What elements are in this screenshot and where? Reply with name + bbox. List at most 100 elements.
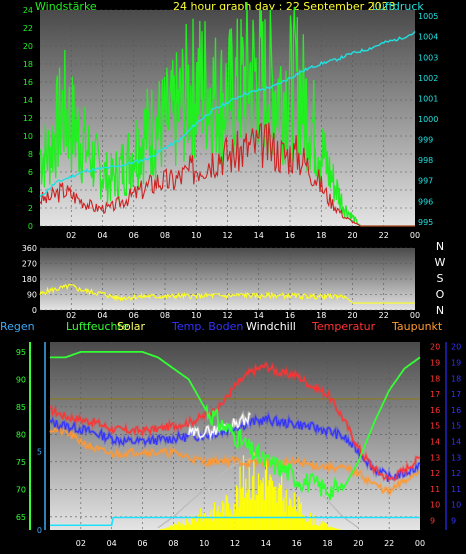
y-tick-label: 75 xyxy=(16,458,26,467)
x-tick-label: 06 xyxy=(129,311,139,320)
x-tick-label: 06 xyxy=(137,539,147,548)
dewpoint-line xyxy=(49,426,421,495)
y-tick-label: 270 xyxy=(22,260,37,269)
y-tick-label: 14 xyxy=(23,96,33,105)
soil-temp-tick-label: 9 xyxy=(451,517,456,526)
y-right-tick-label: 998 xyxy=(418,156,433,165)
x-tick-label: 12 xyxy=(222,231,232,240)
y-right-tick-label: 999 xyxy=(418,136,433,145)
x-tick-label: 14 xyxy=(254,311,264,320)
y-tick-label: 90 xyxy=(27,291,37,300)
rain-tick-label: 5 xyxy=(37,448,42,457)
x-tick-label: 20 xyxy=(353,539,363,548)
legend-taupunkt: Taupunkt xyxy=(392,320,443,333)
y-right-tick-label: 997 xyxy=(418,177,433,186)
y-tick-label: 24 xyxy=(23,6,33,15)
y-tick-label: 95 xyxy=(16,348,26,357)
legend-temperatur: Temperatur xyxy=(312,320,376,333)
y-tick-label: 85 xyxy=(16,403,26,412)
y-right-tick-label: 1003 xyxy=(418,53,438,62)
temperature-humidity-chart: 65 70 75 80 85 90 95 0 5 9 10 11 12 13 14 15 16 17 18 19 20 9… xyxy=(16,342,461,548)
temp-tick-label: 19 xyxy=(430,359,440,368)
compass-label: S xyxy=(437,272,444,285)
soil-temperature-line xyxy=(49,413,421,482)
wind-direction-chart: 0 90 180 270 360 02 04 06 08 10 12 14 16 18 20 22 00 N W… xyxy=(22,240,446,320)
soil-temp-tick-label: 13 xyxy=(451,453,461,462)
wind-speed-line xyxy=(39,2,415,227)
x-tick-label: 02 xyxy=(66,311,76,320)
y-tick-label: 90 xyxy=(16,375,26,384)
soil-temp-tick-label: 11 xyxy=(451,485,461,494)
x-tick-label: 10 xyxy=(191,311,201,320)
y-tick-label: 2 xyxy=(28,204,33,213)
legend-regen: Regen xyxy=(0,320,35,333)
x-tick-label: 04 xyxy=(97,231,107,240)
wind-gust-line xyxy=(39,122,415,227)
x-tick-label: 08 xyxy=(160,311,170,320)
x-tick-label: 06 xyxy=(129,231,139,240)
y-right-tick-label: 1000 xyxy=(418,115,438,124)
soil-temp-tick-label: 14 xyxy=(451,438,461,447)
wind-pressure-chart: 0246810121416182022249959969979989991000… xyxy=(23,2,438,240)
legend-windchill: Windchill xyxy=(246,320,296,333)
x-tick-label: 22 xyxy=(379,311,389,320)
y-tick-label: 360 xyxy=(22,244,37,253)
x-tick-label: 10 xyxy=(191,231,201,240)
soil-temp-tick-label: 18 xyxy=(451,374,461,383)
x-tick-label: 10 xyxy=(199,539,209,548)
y-tick-label: 4 xyxy=(28,186,33,195)
legend-temp-boden: Temp. Boden xyxy=(172,320,244,333)
temp-tick-label: 9 xyxy=(430,517,435,526)
x-tick-label: 00 xyxy=(415,539,425,548)
wind-direction-line xyxy=(39,283,415,304)
x-tick-label: 04 xyxy=(97,311,107,320)
temp-tick-label: 10 xyxy=(430,501,440,510)
temp-tick-label: 11 xyxy=(430,485,440,494)
x-tick-label: 12 xyxy=(222,311,232,320)
soil-temp-tick-label: 16 xyxy=(451,406,461,415)
x-tick-label: 04 xyxy=(107,539,117,548)
x-tick-label: 00 xyxy=(410,311,420,320)
x-tick-label: 22 xyxy=(384,539,394,548)
y-right-tick-label: 1005 xyxy=(418,12,438,21)
y-tick-label: 18 xyxy=(23,60,33,69)
x-tick-label: 08 xyxy=(168,539,178,548)
chart-title: 24 hour graph day : 22 September 2023 xyxy=(173,0,396,13)
temperature-line xyxy=(49,361,421,481)
temp-tick-label: 18 xyxy=(430,374,440,383)
soil-temp-tick-label: 20 xyxy=(451,343,461,352)
temp-tick-label: 20 xyxy=(430,343,440,352)
y-tick-label: 8 xyxy=(28,150,33,159)
soil-temp-tick-label: 17 xyxy=(451,390,461,399)
x-tick-label: 02 xyxy=(76,539,86,548)
x-tick-label: 16 xyxy=(292,539,302,548)
soil-temp-tick-label: 19 xyxy=(451,359,461,368)
y-tick-label: 20 xyxy=(23,42,33,51)
temp-tick-label: 13 xyxy=(430,453,440,462)
soil-temp-tick-label: 10 xyxy=(451,501,461,510)
soil-temp-tick-label: 12 xyxy=(451,469,461,478)
y-tick-label: 0 xyxy=(28,222,33,231)
y-right-tick-label: 1002 xyxy=(418,74,438,83)
rain-line xyxy=(50,516,420,527)
soil-temp-tick-label: 15 xyxy=(451,422,461,431)
y-tick-label: 12 xyxy=(23,114,33,123)
x-tick-label: 16 xyxy=(285,311,295,320)
temp-tick-label: 15 xyxy=(430,422,440,431)
y-tick-label: 16 xyxy=(23,78,33,87)
x-tick-label: 20 xyxy=(347,231,357,240)
x-tick-label: 18 xyxy=(322,539,332,548)
y-right-tick-label: 996 xyxy=(418,197,433,206)
y-right-tick-label: 1001 xyxy=(418,94,438,103)
legend-solar: Solar xyxy=(117,320,146,333)
y-tick-label: 10 xyxy=(23,132,33,141)
pressure-line xyxy=(39,30,416,198)
x-tick-label: 18 xyxy=(316,231,326,240)
x-tick-label: 18 xyxy=(316,311,326,320)
x-tick-label: 02 xyxy=(66,231,76,240)
x-tick-label: 12 xyxy=(230,539,240,548)
temp-tick-label: 16 xyxy=(430,406,440,415)
x-tick-label: 22 xyxy=(379,231,389,240)
temp-tick-label: 14 xyxy=(430,438,440,447)
rain-tick-label: 0 xyxy=(37,526,42,535)
